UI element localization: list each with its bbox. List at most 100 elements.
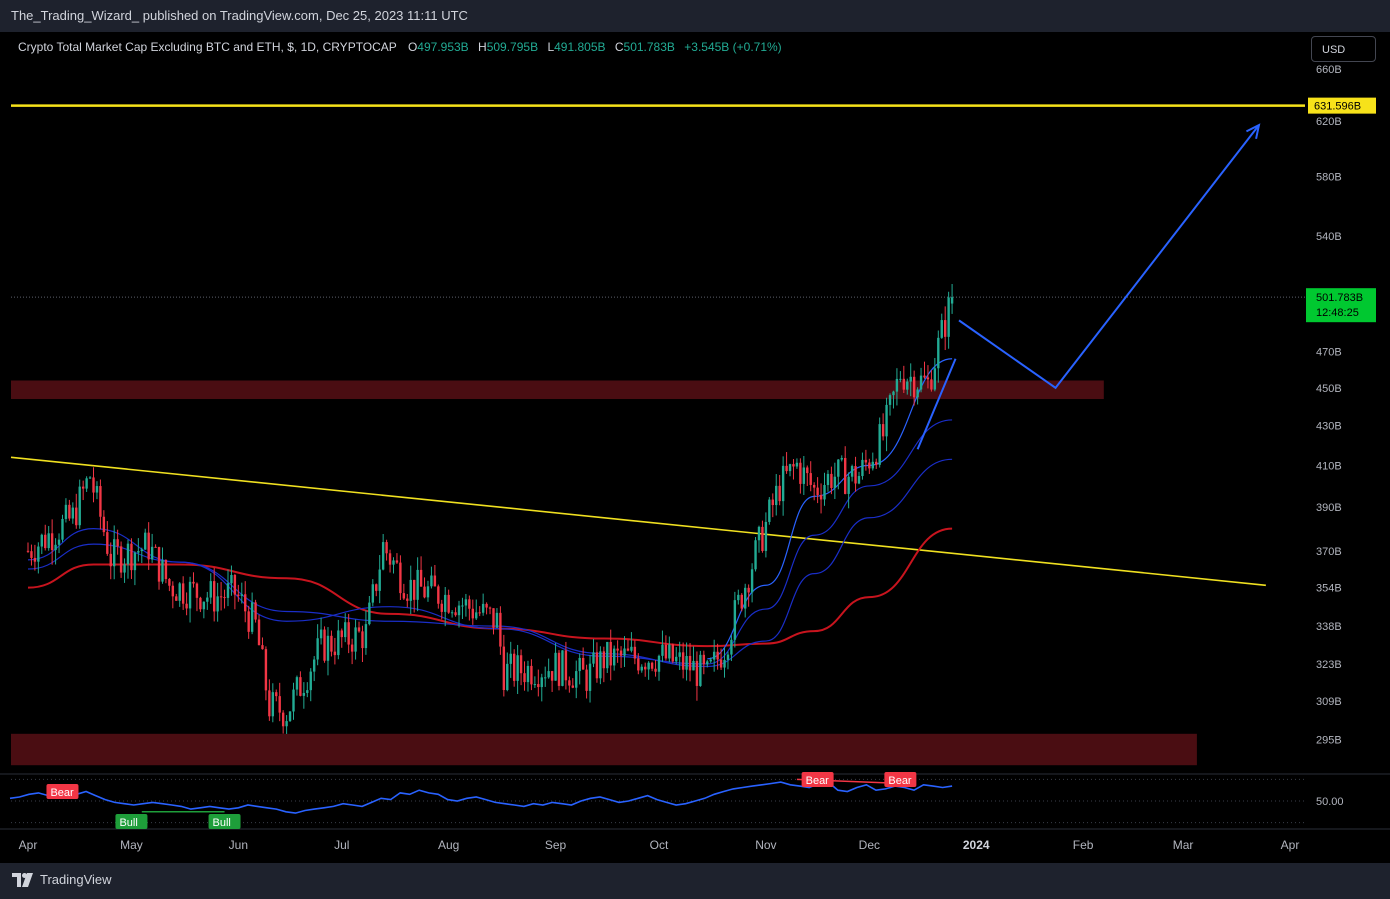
candle-body xyxy=(937,337,940,369)
candle-body xyxy=(312,659,316,672)
candle-body xyxy=(402,593,406,599)
candle-body xyxy=(488,607,492,609)
candle-body xyxy=(850,466,854,477)
candle-body xyxy=(264,649,268,691)
candle-body xyxy=(537,684,540,688)
candle-body xyxy=(506,663,509,691)
candle-body xyxy=(381,542,385,570)
projection-start-segment[interactable] xyxy=(916,358,957,450)
candle-body xyxy=(668,644,671,659)
candle-body xyxy=(278,696,281,713)
candle-body xyxy=(354,627,357,652)
divergence-label-bg xyxy=(208,814,241,829)
candle-body xyxy=(37,546,40,562)
price-axis-label: 323B xyxy=(1316,659,1342,671)
candle-body xyxy=(878,424,881,465)
candle-body xyxy=(485,603,488,608)
candle-body xyxy=(612,648,616,666)
rsi-line xyxy=(9,781,953,814)
projection-arrow-head xyxy=(1245,123,1261,140)
candle-body xyxy=(768,499,771,522)
candle-body xyxy=(716,651,719,660)
chart-svg[interactable]: 660B 620B 580B 540B 470B 450B 430B 410B 390B 370B… xyxy=(0,32,1390,863)
candle-body xyxy=(137,551,140,553)
candle-body xyxy=(892,391,895,396)
candle-body xyxy=(302,692,306,696)
publisher-line: The_Trading_Wizard_ published on Trading… xyxy=(11,8,468,23)
candle-body xyxy=(864,459,868,463)
candle-body xyxy=(712,651,716,660)
candle-body xyxy=(781,465,785,502)
support-zone-2[interactable] xyxy=(11,733,1197,766)
candle-body xyxy=(909,376,912,382)
candle-body xyxy=(757,526,761,541)
divergence-label-bg xyxy=(46,784,79,799)
candle-body xyxy=(95,486,99,493)
candle-body xyxy=(899,378,902,380)
candle-body xyxy=(816,487,819,496)
price-axis-label: 410B xyxy=(1316,460,1342,472)
candle-body xyxy=(471,608,475,619)
support-zone-1[interactable] xyxy=(11,380,1104,400)
candle-body xyxy=(244,594,247,612)
candle-body xyxy=(75,507,78,526)
candle-body xyxy=(654,668,657,672)
candle-body xyxy=(775,485,778,506)
candle-body xyxy=(437,586,440,604)
candle-body xyxy=(523,673,526,683)
rsi-level-label: 50.00 xyxy=(1316,796,1344,808)
candle-body xyxy=(323,629,326,661)
time-axis-label: Sep xyxy=(545,838,567,852)
candle-body xyxy=(833,476,837,488)
candle-body xyxy=(861,459,864,477)
candle-body xyxy=(319,629,323,639)
current-price-tag[interactable]: 501.783B 12:48:25 xyxy=(1306,288,1376,323)
candle-body xyxy=(178,583,181,601)
candle-body xyxy=(181,583,185,604)
tradingview-brand[interactable]: TradingView xyxy=(12,872,112,887)
candle-body xyxy=(102,516,106,533)
candle-body xyxy=(337,630,340,656)
candle-body xyxy=(681,652,685,670)
candle-body xyxy=(568,680,571,686)
candle-body xyxy=(275,692,278,697)
candle-body xyxy=(778,485,781,502)
projection-path[interactable] xyxy=(958,124,1260,390)
candle-body xyxy=(837,459,840,477)
candle-body xyxy=(361,631,364,649)
candle-body xyxy=(692,660,695,671)
candle-body xyxy=(916,389,919,398)
candle-body xyxy=(123,564,126,573)
candle-body xyxy=(475,612,478,619)
candle-body xyxy=(409,579,412,601)
descending-trendline[interactable] xyxy=(10,456,1266,587)
candle-body xyxy=(440,603,443,612)
candle-body xyxy=(675,656,678,662)
candle-body xyxy=(933,368,937,390)
currency-button[interactable]: USD xyxy=(1311,36,1376,62)
candle-body xyxy=(199,597,202,610)
candle-body xyxy=(885,404,888,437)
resistance-price-tag[interactable]: 631.596B xyxy=(1308,97,1376,114)
candle-body xyxy=(133,552,137,571)
candle-body xyxy=(550,671,554,681)
candle-body xyxy=(454,612,457,616)
candle-body xyxy=(406,598,409,601)
candles-group xyxy=(26,283,954,734)
candle-body xyxy=(706,661,709,665)
candle-body xyxy=(285,721,288,727)
candle-body xyxy=(257,619,261,646)
candle-body xyxy=(840,457,843,460)
price-axis-label: 338B xyxy=(1316,621,1342,633)
candle-body xyxy=(237,594,240,596)
symbol-legend: Crypto Total Market Cap Excluding BTC an… xyxy=(18,40,782,54)
price-axis-label: 295B xyxy=(1316,734,1342,746)
chart-area[interactable]: 660B 620B 580B 540B 470B 450B 430B 410B 390B 370B… xyxy=(0,32,1390,863)
candle-body xyxy=(678,652,681,657)
candle-body xyxy=(119,546,123,573)
candle-body xyxy=(61,518,64,540)
change-value: +3.545B (+0.71%) xyxy=(684,40,782,54)
candle-body xyxy=(695,660,699,686)
candle-body xyxy=(116,539,119,547)
candle-body xyxy=(481,603,485,613)
